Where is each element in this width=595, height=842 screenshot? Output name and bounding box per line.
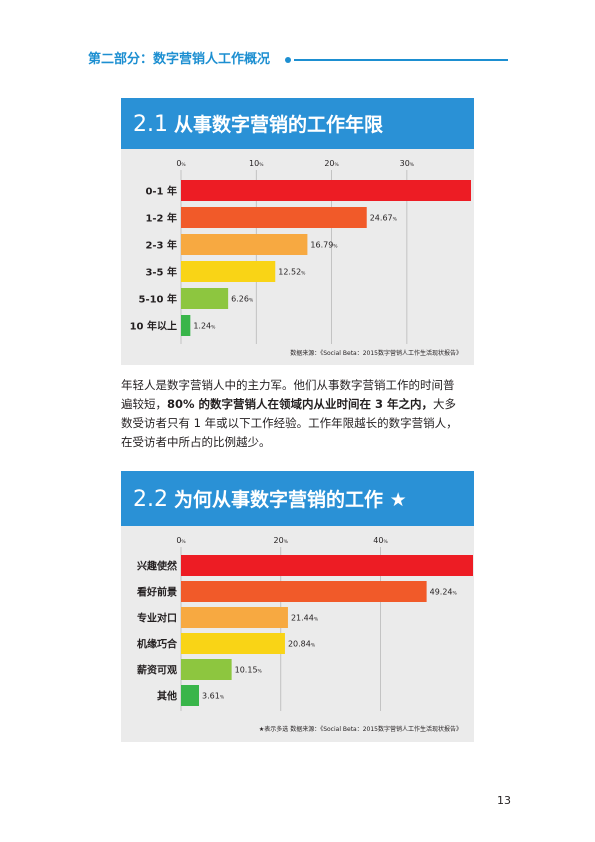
data-label: 21.44% (291, 614, 319, 623)
body-line: 遍较短，80% 的数字营销人在领域内从业时间在 3 年之内，大多 (121, 395, 481, 414)
page-number: 13 (497, 794, 511, 807)
bar (181, 234, 308, 255)
chart-number: 2.1 (133, 112, 168, 137)
data-label: 49.24% (430, 588, 458, 597)
data-label: 1.24% (193, 322, 216, 331)
chart-title: 2.1 从事数字营销的工作年限 (133, 110, 383, 137)
bar (181, 555, 473, 576)
body-line: 数受访者只有 1 年或以下工作经验。工作年限越长的数字营销人， (121, 416, 458, 430)
chart-title-text: 为何从事数字营销的工作 ★ (174, 489, 407, 511)
data-label: 10.15% (235, 666, 263, 675)
bar (181, 685, 200, 706)
category-label: 2-3 年 (145, 239, 177, 252)
section-title: 第二部分：数字营销人工作概况 (88, 52, 271, 67)
bar (181, 581, 427, 602)
data-label: 16.79% (310, 241, 338, 250)
category-label: 其他 (157, 690, 177, 703)
category-label: 兴趣使然 (137, 560, 177, 573)
x-tick-label: 10% (249, 159, 264, 168)
x-tick-label: 0% (176, 159, 186, 168)
chart-panel-header: 2.1 从事数字营销的工作年限 (121, 98, 474, 149)
bar (181, 659, 232, 680)
chart-panel-header: 2.2 为何从事数字营销的工作 ★ (121, 471, 474, 526)
section-header: 第二部分：数字营销人工作概况 (88, 51, 508, 71)
body-highlight: 80% 的数字营销人在领域内从业时间在 3 年之内， (167, 397, 434, 411)
x-tick-label: 20% (324, 159, 339, 168)
category-label: 0-1 年 (145, 185, 177, 198)
chart-source: ★表示多选 数据来源：《Social Beta：2015数字营销人工作生活现状报… (258, 726, 462, 733)
section-rule (294, 59, 508, 61)
x-tick-label: 0% (176, 536, 186, 545)
x-tick-label: 40% (373, 536, 388, 545)
category-label: 10 年以上 (130, 320, 177, 333)
section-rule-dot (285, 57, 291, 63)
x-tick-label: 30% (400, 159, 415, 168)
category-label: 5-10 年 (138, 293, 177, 306)
category-label: 专业对口 (137, 612, 177, 625)
bar (181, 315, 191, 336)
bar (181, 207, 367, 228)
data-label: 20.84% (288, 640, 316, 649)
data-label: 3.61% (202, 692, 225, 701)
category-label: 薪资可观 (137, 664, 177, 677)
x-tick-label: 20% (274, 536, 289, 545)
chart-title-text: 从事数字营销的工作年限 (174, 114, 384, 136)
bar (181, 261, 276, 282)
bar (181, 607, 288, 628)
body-text: 遍较短， (121, 397, 167, 411)
bar (181, 633, 285, 654)
category-label: 1-2 年 (145, 212, 177, 225)
body-text: 大多 (433, 397, 457, 411)
body-line: 在受访者中所占的比例越少。 (121, 435, 271, 449)
category-label: 3-5 年 (145, 266, 177, 279)
data-label: 6.26% (231, 295, 254, 304)
chart-reasons: 0%20%40%兴趣使然58.54%看好前景49.24%专业对口21.44%机缘… (137, 536, 473, 711)
body-line: 年轻人是数字营销人中的主力军。他们从事数字营销工作的时间普 (121, 378, 455, 392)
data-label: 24.67% (370, 214, 398, 223)
body-paragraph: 年轻人是数字营销人中的主力军。他们从事数字营销工作的时间普 遍较短，80% 的数… (121, 376, 481, 452)
chart-work-years: 0%10%20%30%0-1 年38.52%1-2 年24.67%2-3 年16… (130, 159, 471, 344)
category-label: 机缘巧合 (137, 638, 178, 651)
bar (181, 288, 229, 309)
chart-source: 数据来源：《Social Beta：2015数字营销人工作生活现状报告》 (290, 350, 462, 357)
bar (181, 180, 471, 201)
category-label: 看好前景 (137, 586, 177, 599)
chart-number: 2.2 (133, 487, 168, 512)
chart-title: 2.2 为何从事数字营销的工作 ★ (133, 485, 407, 512)
data-label: 12.52% (278, 268, 306, 277)
